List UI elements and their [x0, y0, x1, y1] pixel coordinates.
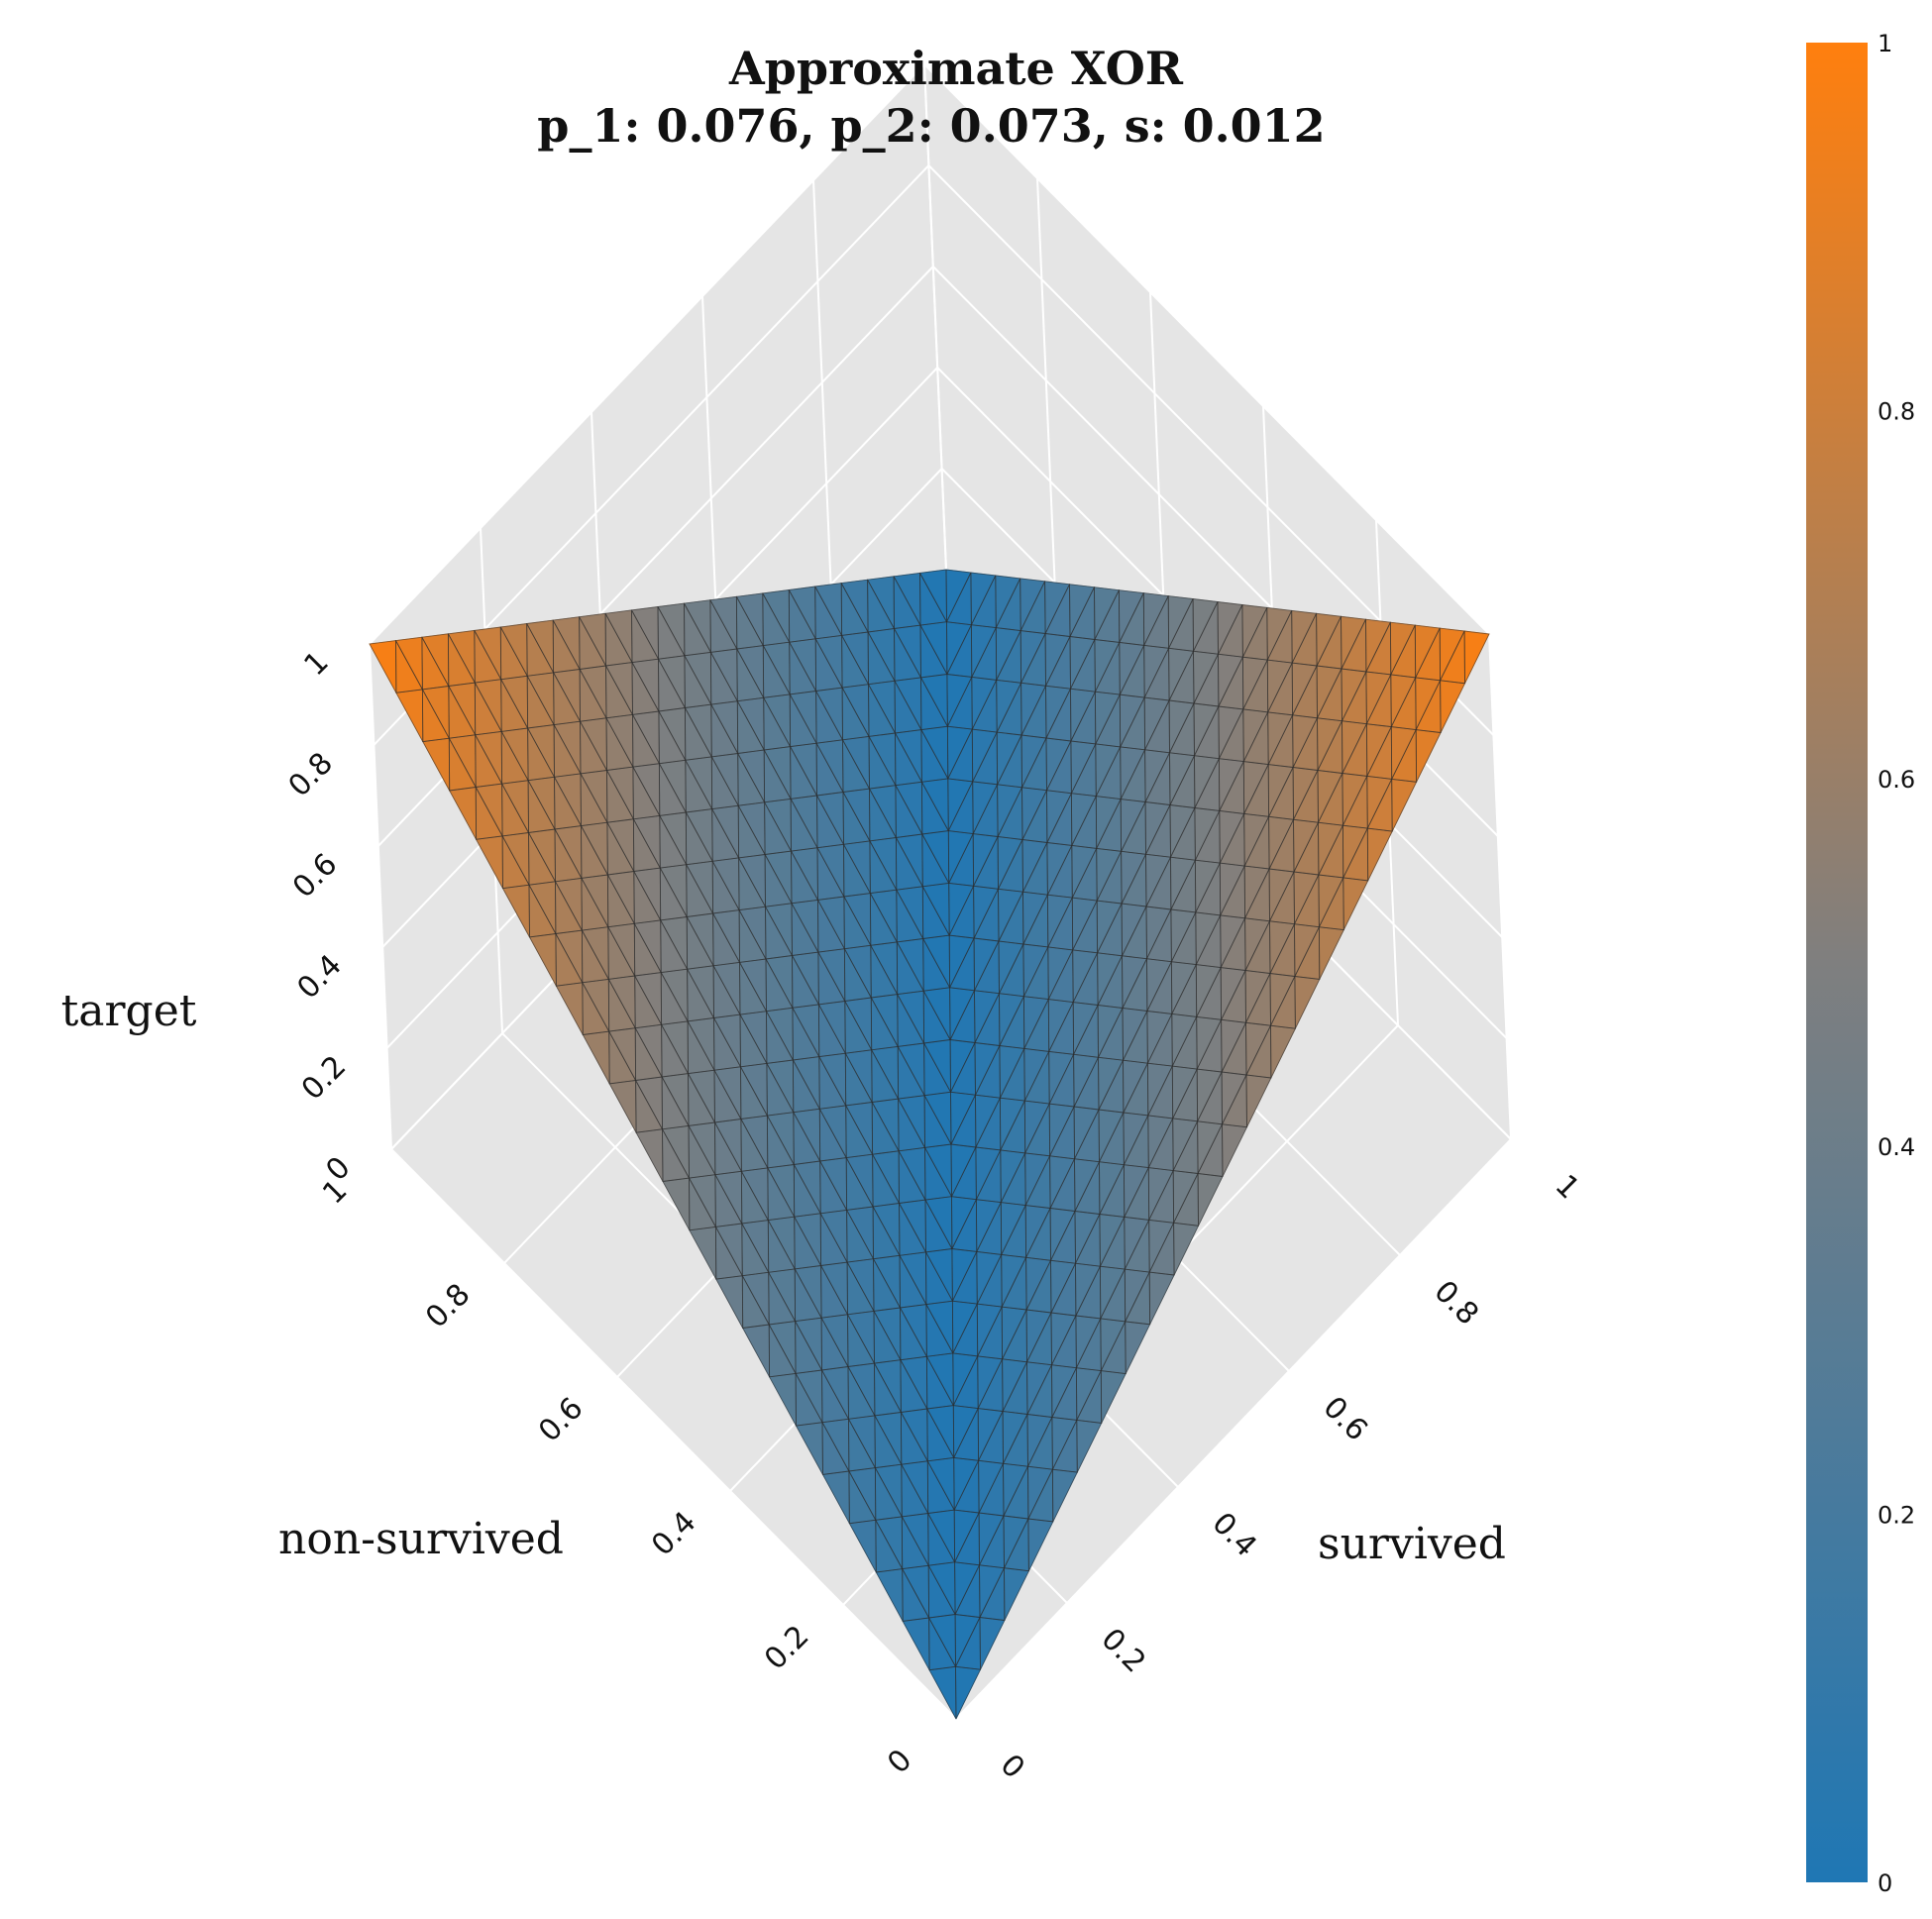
- x-axis-tick-label: 0: [881, 1743, 918, 1780]
- surface-mesh-line: [1415, 729, 1442, 783]
- surface-mesh-line: [1051, 1468, 1078, 1523]
- surface-mesh-line: [1125, 1321, 1151, 1374]
- chart-title: Approximate XOR: [728, 42, 1184, 95]
- y-axis-tick-label: 0.2: [1094, 1622, 1151, 1679]
- surface-mesh-line: [1270, 1024, 1297, 1079]
- surface-mesh-line: [1342, 877, 1369, 930]
- gridline: [369, 63, 925, 645]
- x-axis-tick-label: 0.2: [758, 1619, 815, 1676]
- colorbar: 0 0.2 0.4 0.6 0.8 1: [1806, 30, 1915, 1897]
- x-axis-tick-label: 0.6: [532, 1391, 590, 1448]
- y-axis-tick-label: 0.8: [1427, 1274, 1484, 1332]
- y-axis-tick-label: 0: [994, 1748, 1031, 1785]
- x-axis-tick-label: 0.4: [645, 1505, 702, 1562]
- x-axis-tick-label: 0.8: [419, 1277, 477, 1334]
- y-axis-tick-label: 1: [1549, 1168, 1586, 1206]
- z-axis-tick-label: 1: [297, 645, 335, 683]
- colorbar-tick-label: 0: [1878, 1869, 1892, 1897]
- surface-mesh-line: [1197, 1172, 1224, 1226]
- surface-mesh-line: [955, 1665, 982, 1720]
- surface-mesh-line: [1366, 827, 1393, 882]
- surface-mesh-line: [1318, 926, 1344, 980]
- gridline: [923, 63, 947, 571]
- z-axis-tick-label: 0.8: [282, 746, 340, 803]
- surface-mesh-line: [902, 1617, 930, 1670]
- colorbar-tick-label: 0.2: [1878, 1502, 1915, 1530]
- gridline: [369, 643, 392, 1150]
- colorbar-tick-label: 0.6: [1878, 766, 1915, 794]
- surface-mesh-line: [1391, 778, 1418, 832]
- surface-mesh-line: [1173, 1222, 1200, 1276]
- colorbar-tick-label: 0.8: [1878, 397, 1915, 425]
- gridline: [390, 1148, 957, 1720]
- surface-mesh-line: [1245, 1074, 1272, 1127]
- surface-mesh-line: [1294, 975, 1321, 1029]
- surface-mesh-line: [1004, 1567, 1030, 1621]
- y-axis-tick-label: 0.6: [1316, 1390, 1373, 1447]
- z-axis-tick-label: 0.2: [295, 1049, 353, 1107]
- colorbar-gradient-bar: [1806, 43, 1868, 1882]
- y-axis-title: survived: [1318, 1519, 1506, 1569]
- colorbar-tick-label: 1: [1878, 30, 1892, 57]
- surface-mesh-line: [1148, 1271, 1175, 1325]
- z-axis-tick-label: 0.4: [290, 948, 348, 1006]
- z-axis-title: target: [61, 986, 197, 1036]
- x-axis-title: non-survived: [278, 1514, 564, 1564]
- surface-mesh-line: [1222, 1123, 1248, 1177]
- y-axis-tick-label: 0.4: [1205, 1506, 1262, 1563]
- z-axis-tick-label: 0.6: [286, 847, 344, 905]
- gridline: [923, 63, 1490, 635]
- surface-mesh-line: [1463, 630, 1490, 684]
- colorbar-tick-label: 0.4: [1878, 1133, 1915, 1161]
- surface-mesh-line: [979, 1616, 1006, 1670]
- gridline: [1488, 633, 1512, 1140]
- surface-mesh-lines: [369, 569, 1490, 1720]
- surface-mesh-line: [1076, 1419, 1103, 1473]
- surface-mesh-line: [1027, 1518, 1054, 1571]
- colorbar-tick-labels: 0 0.2 0.4 0.6 0.8 1: [1878, 30, 1915, 1897]
- chart-subtitle: p_1: 0.076, p_2: 0.073, s: 0.012: [537, 99, 1325, 153]
- gridline: [955, 1138, 1512, 1720]
